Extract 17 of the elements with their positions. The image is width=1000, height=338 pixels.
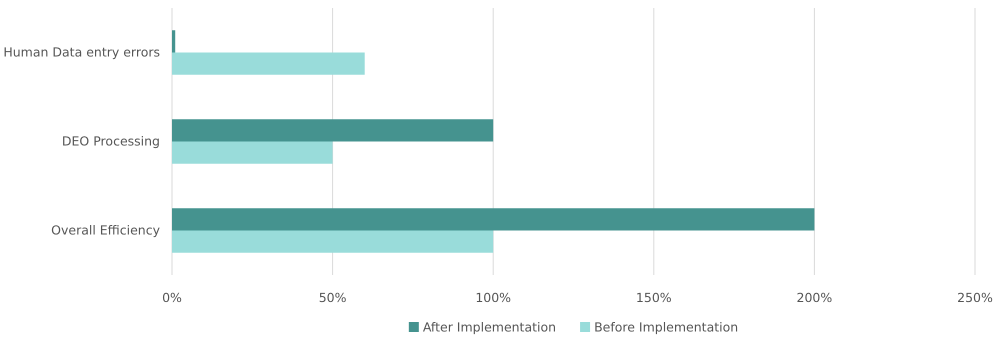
bar — [172, 52, 365, 75]
bar — [172, 208, 814, 230]
y-tick-label: Human Data entry errors — [3, 44, 160, 60]
x-tick-label: 200% — [796, 290, 832, 305]
legend-label: Before Implementation — [594, 320, 738, 334]
x-tick-label: 250% — [957, 290, 993, 305]
x-tick-label: 150% — [636, 290, 672, 305]
y-tick-label: Overall Efficiency — [51, 222, 161, 238]
x-tick-label: 50% — [318, 290, 347, 305]
bar — [172, 119, 494, 142]
bar — [172, 142, 333, 164]
x-tick-label: 0% — [162, 290, 182, 305]
legend-label: After Implementation — [422, 320, 556, 334]
bar — [172, 230, 494, 253]
bar — [172, 30, 176, 52]
y-tick-label: DEO Processing — [62, 134, 160, 148]
x-tick-label: 100% — [475, 290, 512, 305]
